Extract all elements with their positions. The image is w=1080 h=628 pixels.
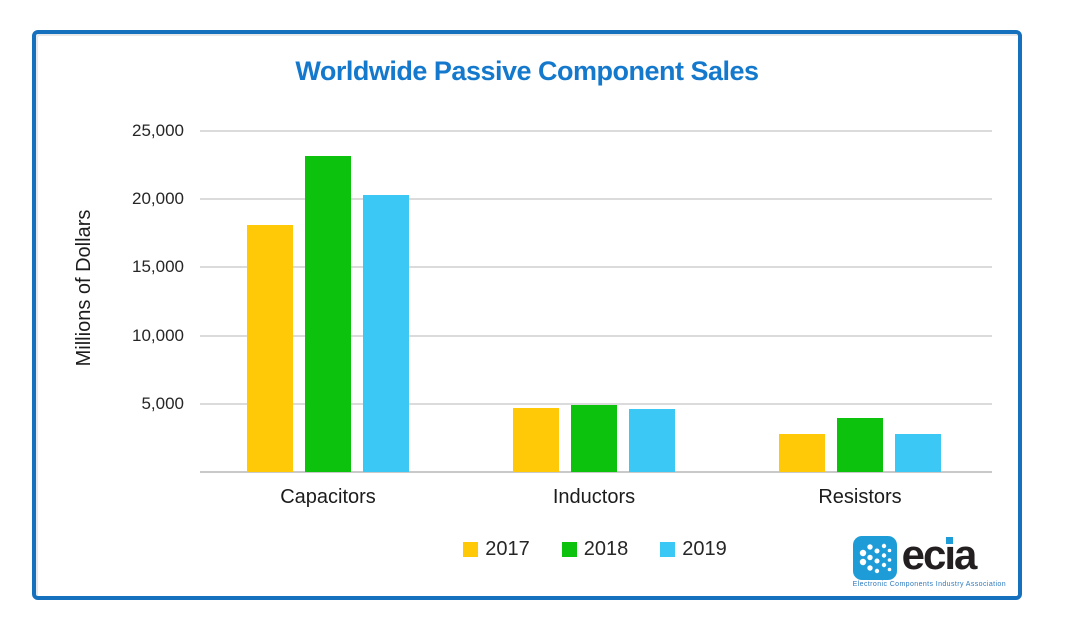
gridline-5000 — [200, 402, 992, 405]
y-tick-label-10000: 10,000 — [132, 325, 184, 345]
bar-resistors-2019 — [895, 433, 941, 472]
legend-item-2017: 2017 — [463, 538, 530, 561]
legend-swatch-icon-2019 — [660, 542, 676, 557]
logo-letter-i: ı — [944, 531, 956, 578]
logo-i-dot — [946, 537, 954, 544]
legend-label-2018: 2018 — [583, 538, 629, 560]
gridline-20000 — [200, 198, 992, 201]
ecia-fan-icon — [852, 536, 897, 580]
x-axis-label-capacitors: Capacitors — [280, 486, 376, 508]
legend-label-2019: 2019 — [682, 538, 727, 560]
chart-title: Worldwide Passive Component Sales — [295, 56, 759, 86]
gridline-10000 — [200, 334, 992, 337]
legend-swatch-icon-2017 — [463, 542, 479, 557]
bar-inductors-2019 — [629, 408, 675, 472]
legend-item-2018: 2018 — [561, 538, 629, 561]
y-tick-label-15000: 15,000 — [132, 257, 184, 277]
ecia-logo-row: ecı a — [852, 531, 978, 580]
bar-resistors-2018 — [837, 418, 883, 472]
gridline-15000 — [200, 266, 992, 269]
y-tick-label-20000: 20,000 — [132, 189, 184, 209]
x-axis-label-resistors: Resistors — [818, 486, 902, 508]
bar-inductors-2017 — [513, 407, 559, 472]
bar-inductors-2018 — [571, 405, 617, 472]
legend-swatch-icon-2018 — [561, 542, 577, 557]
y-tick-label-5000: 5,000 — [141, 393, 184, 413]
bar-resistors-2017 — [779, 434, 825, 472]
bar-capacitors-2017 — [247, 225, 293, 472]
bar-capacitors-2018 — [305, 155, 351, 472]
legend-item-2019: 2019 — [660, 538, 727, 561]
x-axis-label-inductors: Inductors — [552, 486, 636, 508]
legend: 2017 2018 2019 — [196, 538, 994, 561]
ecia-logo: ecı a Electronic Components Industry Asso… — [852, 531, 1006, 588]
chart-frame: Worldwide Passive Component Sales Millio… — [32, 30, 1022, 600]
gridline-25000 — [200, 130, 992, 132]
legend-label-2017: 2017 — [485, 538, 530, 560]
x-axis-baseline — [200, 471, 992, 473]
plot-area: 5,000 10,000 15,000 20,000 25,000 Capacitors I… — [36, 34, 1018, 596]
ecia-logo-tagline: Electronic Components Industry Associati… — [852, 581, 1006, 588]
bar-capacitors-2019 — [363, 195, 409, 472]
ecia-logo-text: ecı a — [901, 531, 978, 578]
y-tick-label-25000: 25,000 — [132, 121, 184, 140]
